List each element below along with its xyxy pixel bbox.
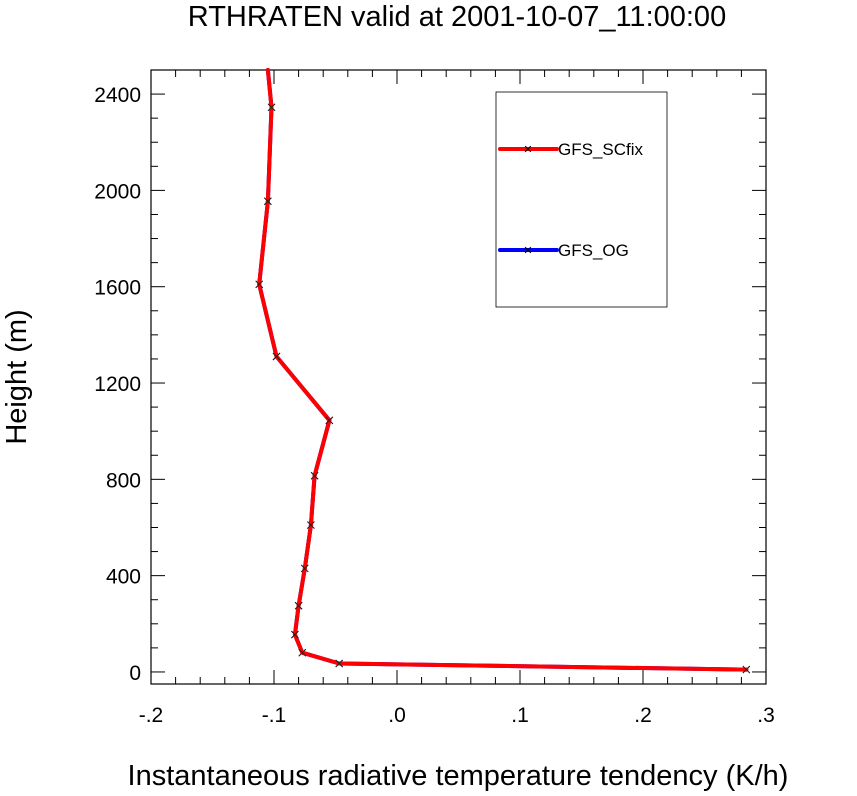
series-line-gfs-scfix bbox=[257, 68, 749, 672]
x-tick-label: .2 bbox=[634, 704, 652, 727]
y-axis-ticks: 0 400 800 1200 1600 2000 2400 bbox=[94, 69, 766, 685]
y-tick-label: 1200 bbox=[94, 373, 141, 396]
x-tick-label: -.2 bbox=[139, 704, 164, 727]
legend-marker-gfs-og: ✕ bbox=[523, 245, 532, 257]
data-point-gfs-scfix bbox=[267, 103, 276, 112]
y-tick-label: 1600 bbox=[94, 277, 141, 300]
x-tick-label: .1 bbox=[511, 704, 529, 727]
legend: ✕ GFS_SCfix ✕ GFS_OG bbox=[495, 91, 668, 308]
plot-frame bbox=[150, 69, 767, 685]
x-axis-label: Instantaneous radiative temperature tend… bbox=[128, 760, 789, 792]
data-point-gfs-scfix bbox=[310, 471, 319, 480]
x-tick-label: -.1 bbox=[262, 704, 287, 727]
y-tick-label: 2400 bbox=[94, 84, 141, 107]
legend-label-gfs-scfix: GFS_SCfix bbox=[558, 140, 644, 159]
x-tick-label: .3 bbox=[757, 704, 775, 727]
data-point-gfs-scfix bbox=[325, 416, 334, 425]
series-line-gfs-og bbox=[257, 68, 749, 672]
y-tick-label: 2000 bbox=[94, 180, 141, 203]
data-point-gfs-scfix bbox=[300, 564, 309, 573]
data-point-gfs-scfix bbox=[298, 648, 307, 657]
series-group bbox=[255, 68, 751, 674]
data-point-gfs-scfix bbox=[263, 197, 272, 206]
data-point-gfs-scfix bbox=[272, 352, 281, 361]
y-tick-label: 800 bbox=[106, 469, 141, 492]
data-point-gfs-scfix bbox=[255, 280, 264, 289]
y-tick-label: 400 bbox=[106, 566, 141, 589]
data-point-gfs-scfix bbox=[291, 630, 299, 639]
y-axis-label: Height (m) bbox=[1, 309, 33, 444]
data-point-gfs-scfix bbox=[742, 665, 751, 674]
legend-marker-gfs-scfix: ✕ bbox=[523, 144, 532, 156]
chart-title: RTHRATEN valid at 2001-10-07_11:00:00 bbox=[188, 1, 726, 33]
y-tick-label: 0 bbox=[129, 662, 141, 685]
legend-label-gfs-og: GFS_OG bbox=[558, 241, 629, 260]
x-axis-ticks: -.2 -.1 .0 .1 .2 .3 bbox=[139, 70, 775, 727]
x-tick-label: .0 bbox=[388, 704, 406, 727]
data-point-gfs-scfix bbox=[294, 601, 303, 610]
data-point-gfs-scfix bbox=[307, 521, 315, 529]
data-point-gfs-scfix bbox=[335, 659, 344, 668]
legend-box bbox=[495, 91, 668, 308]
